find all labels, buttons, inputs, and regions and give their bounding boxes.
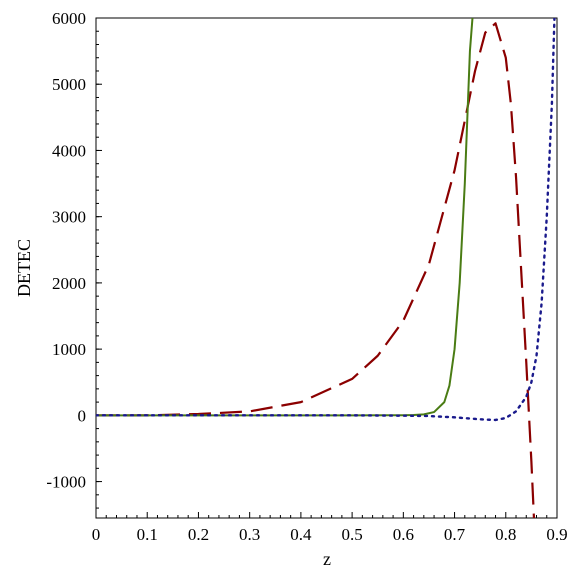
y-tick-label: 5000 [52, 75, 86, 94]
x-tick-label: 0.1 [137, 525, 158, 544]
x-tick-label: 0.5 [341, 525, 362, 544]
x-tick-label: 0 [92, 525, 101, 544]
x-tick-label: 0.2 [188, 525, 209, 544]
x-tick-label: 0.9 [546, 525, 567, 544]
x-tick-label: 0.3 [239, 525, 260, 544]
y-tick-label: 6000 [52, 9, 86, 28]
plot-area-frame [95, 17, 558, 519]
y-tick-label: 1000 [52, 340, 86, 359]
y-axis-ticks: -1000 0 1000 2000 3000 4000 5000 6000 [46, 9, 102, 509]
series-line-solid [96, 18, 474, 417]
y-axis-title: DETEC [14, 239, 34, 297]
x-tick-label: 0.4 [290, 525, 312, 544]
y-tick-label: -1000 [46, 473, 86, 492]
y-tick-label: 2000 [52, 274, 86, 293]
series-layer [96, 18, 556, 518]
series-line-dot [96, 18, 556, 422]
y-tick-label: 4000 [52, 141, 86, 160]
x-tick-label: 0.7 [444, 525, 466, 544]
series-line-dash [96, 22, 536, 518]
y-tick-label: 0 [78, 406, 87, 425]
y-tick-label: 3000 [52, 208, 86, 227]
x-tick-label: 0.6 [393, 525, 414, 544]
x-axis-title: z [323, 549, 331, 569]
x-tick-label: 0.8 [495, 525, 516, 544]
x-axis-ticks: 0 0.1 0.2 0.3 0.4 0.5 0.6 0.7 0.8 0.9 [92, 512, 568, 544]
